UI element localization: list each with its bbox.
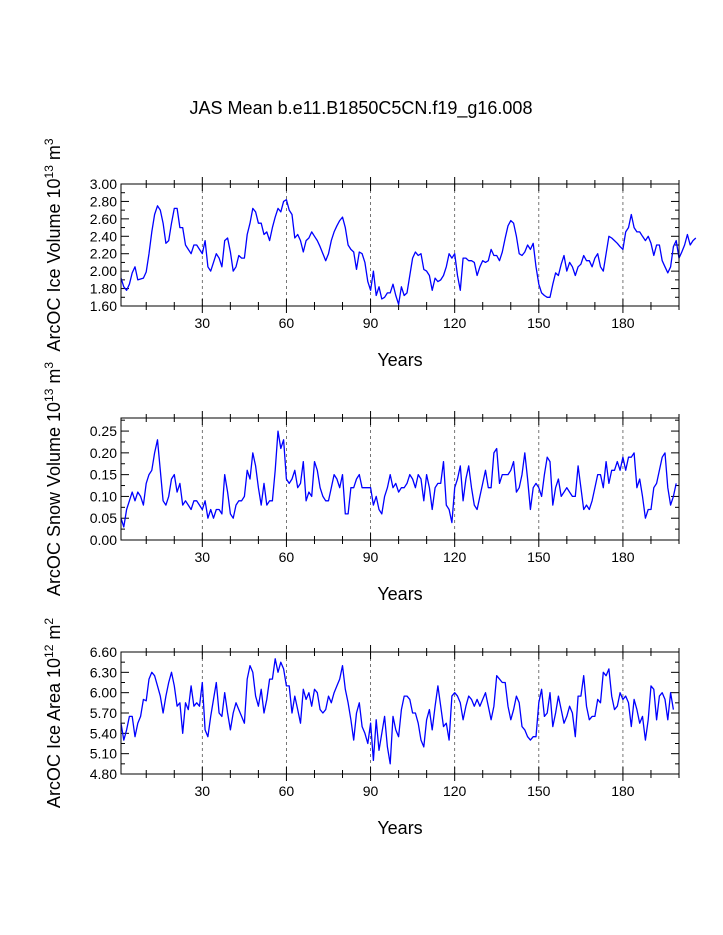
y-axis-title-superscript: 13 <box>42 165 56 179</box>
y-tick-label: 5.70 <box>90 705 117 721</box>
panels: 30 60 90 120 150 180 1.601.80 2.002.20 2.402.60 2… <box>42 138 697 838</box>
y-axis-title-text: ArcOC Snow Volume 10 <box>44 402 64 596</box>
y-tick-label: 4.80 <box>90 766 117 782</box>
x-tick-label: 60 <box>279 315 295 331</box>
x-tick-label: 120 <box>443 783 467 799</box>
y-axis-title-superscript: 13 <box>42 388 56 402</box>
y-axis-title: ArcOC Snow Volume 1013 m3 <box>42 362 64 596</box>
y-tick-label: 6.60 <box>90 644 117 660</box>
y-axis-title-text: ArcOC Ice Area 10 <box>44 658 64 808</box>
y-axis-title-text: ArcOC Ice Volume 10 <box>44 178 64 351</box>
y-tick-label: 6.00 <box>90 685 117 701</box>
x-tick-label: 90 <box>363 315 379 331</box>
y-tick-label: 0.10 <box>90 488 117 504</box>
y-axis-title: ArcOC Ice Volume 1013 m3 <box>42 138 64 351</box>
plot-frame <box>120 651 680 775</box>
y-tick-label: 0.05 <box>90 510 117 526</box>
chart-panel-3: 30 60 90 120 150 180 4.80 5.10 5.40 5.70 6.00 6.30 6… <box>42 618 680 838</box>
y-tick-label: 2.60 <box>90 211 117 227</box>
x-tick-label: 180 <box>611 549 635 565</box>
x-tick-label: 60 <box>279 783 295 799</box>
x-tick-label: 120 <box>443 315 467 331</box>
y-tick-label: 0.15 <box>90 467 117 483</box>
y-axis-title-text: m <box>44 369 64 389</box>
figure-title: JAS Mean b.e11.B1850C5CN.f19_g16.008 <box>190 98 533 119</box>
y-axis-title-superscript: 3 <box>42 138 56 145</box>
y-tick-label: 5.10 <box>90 746 117 762</box>
x-tick-label: 30 <box>195 549 211 565</box>
x-tick-label: 180 <box>611 783 635 799</box>
plot-frame <box>120 417 680 541</box>
chart-panel-1: 30 60 90 120 150 180 1.601.80 2.002.20 2.402.60 2… <box>42 138 697 370</box>
y-tick-label: 6.30 <box>90 664 117 680</box>
x-tick-label: 60 <box>279 549 295 565</box>
y-axis-title-text: m <box>44 145 64 165</box>
plot-frame <box>120 183 680 307</box>
series-line <box>120 199 697 305</box>
x-tick-label: 150 <box>527 315 551 331</box>
y-axis-title: ArcOC Ice Area 1012 m2 <box>42 618 64 808</box>
y-tick-label: 0.00 <box>90 532 117 548</box>
x-tick-label: 150 <box>527 783 551 799</box>
y-tick-label: 1.60 <box>90 298 117 314</box>
series-line <box>120 658 675 765</box>
x-axis-title: Years <box>377 350 422 370</box>
x-axis-title: Years <box>377 584 422 604</box>
series-line <box>120 430 677 528</box>
y-tick-label: 1.80 <box>90 281 117 297</box>
y-axis-title-text: m <box>44 625 64 645</box>
x-tick-label: 30 <box>195 315 211 331</box>
y-tick-label: 2.80 <box>90 193 117 209</box>
x-tick-label: 30 <box>195 783 211 799</box>
x-tick-label: 150 <box>527 549 551 565</box>
x-tick-label: 90 <box>363 549 379 565</box>
x-tick-label: 120 <box>443 549 467 565</box>
y-tick-label: 2.00 <box>90 263 117 279</box>
y-tick-label: 0.20 <box>90 445 117 461</box>
y-axis-title-superscript: 3 <box>42 362 56 369</box>
y-tick-label: 0.25 <box>90 423 117 439</box>
y-axis-title-superscript: 2 <box>42 618 56 625</box>
chart-panel-2: 30 60 90 120 150 180 0.00 0.05 0.10 0.15 0.20 0.25 Y… <box>42 362 680 604</box>
y-tick-label: 2.20 <box>90 246 117 262</box>
y-tick-label: 3.00 <box>90 176 117 192</box>
y-tick-label: 2.40 <box>90 228 117 244</box>
y-axis-title-superscript: 12 <box>42 644 56 658</box>
x-tick-label: 180 <box>611 315 635 331</box>
x-tick-label: 90 <box>363 783 379 799</box>
x-axis-title: Years <box>377 818 422 838</box>
y-tick-label: 5.40 <box>90 725 117 741</box>
